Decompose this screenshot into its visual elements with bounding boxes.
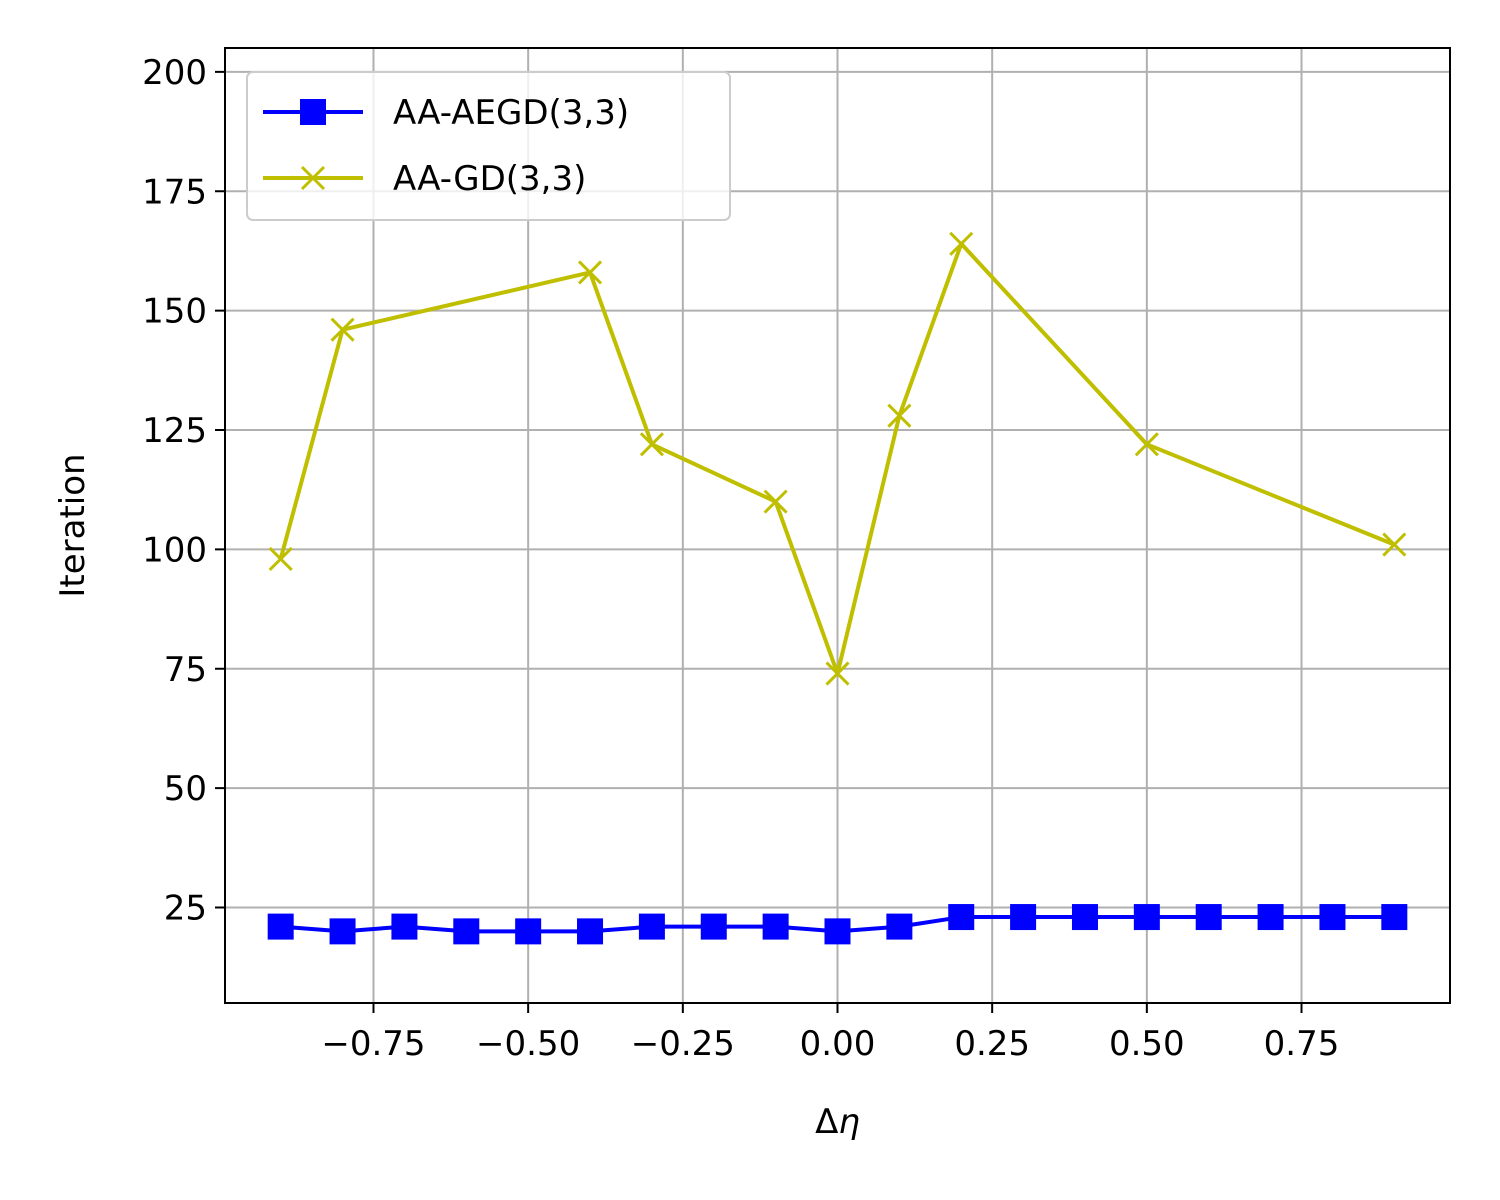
legend: AA-AEGD(3,3) AA-GD(3,3) — [246, 71, 731, 221]
x-tick-label: 0.00 — [800, 1024, 876, 1064]
data-point-square — [948, 904, 975, 931]
data-point-square — [391, 913, 418, 940]
data-point-square — [886, 913, 913, 940]
data-point-square — [700, 913, 727, 940]
series-2 — [268, 231, 1407, 686]
data-point-x-stroke — [887, 403, 912, 428]
x-tick-label: −0.75 — [321, 1024, 425, 1064]
series-line — [278, 241, 1396, 676]
data-point-x — [268, 546, 293, 571]
y-axis: 25 50 75 100 125 150 175 200 — [142, 53, 225, 929]
data-point-square — [1071, 904, 1098, 931]
data-point-x-stroke — [825, 661, 850, 686]
series-layer — [267, 231, 1408, 945]
data-point-x — [330, 317, 355, 342]
data-point-x — [949, 231, 974, 256]
legend-box — [246, 71, 731, 221]
data-point-x-stroke — [763, 489, 788, 514]
data-point-square — [762, 913, 789, 940]
data-point-x — [1134, 432, 1159, 457]
y-tick-label: 25 — [164, 889, 207, 929]
data-point-x-stroke — [639, 432, 664, 457]
y-tick-label: 200 — [142, 53, 207, 93]
data-point-x-stroke — [1382, 532, 1407, 557]
data-point-x — [300, 165, 326, 191]
data-point-square — [515, 918, 542, 945]
x-tick-label: 0.50 — [1109, 1024, 1185, 1064]
data-point-x — [639, 432, 664, 457]
data-point-x — [763, 489, 788, 514]
data-point-x-stroke — [300, 165, 326, 191]
y-tick-label: 75 — [164, 650, 207, 690]
series-1 — [267, 904, 1408, 945]
x-axis: −0.75 −0.50 −0.25 0.00 0.25 0.50 0.75 — [321, 1003, 1339, 1064]
data-point-x-stroke — [949, 231, 974, 256]
data-point-x — [1382, 532, 1407, 557]
legend-item: AA-GD(3,3) — [263, 159, 586, 199]
data-point-x — [887, 403, 912, 428]
x-tick-label: −0.25 — [631, 1024, 735, 1064]
legend-label: AA-GD(3,3) — [393, 159, 586, 199]
y-tick-label: 50 — [164, 769, 207, 809]
data-point-square — [824, 918, 851, 945]
data-point-square — [1257, 904, 1284, 931]
data-point-x — [825, 661, 850, 686]
data-point-square — [577, 918, 604, 945]
x-axis-label-delta: Δ — [815, 1102, 838, 1142]
y-axis-label: Iteration — [53, 453, 93, 597]
data-point-square — [1381, 904, 1408, 931]
legend-item: AA-AEGD(3,3) — [263, 93, 629, 133]
data-point-x-stroke — [1134, 432, 1159, 457]
x-tick-label: 0.75 — [1264, 1024, 1340, 1064]
data-point-square — [1319, 904, 1346, 931]
data-point-x-stroke — [268, 546, 293, 571]
y-tick-label: 150 — [142, 292, 207, 332]
x-tick-label: 0.25 — [954, 1024, 1030, 1064]
data-point-square — [1010, 904, 1037, 931]
data-point-square — [638, 913, 665, 940]
data-point-square — [453, 918, 480, 945]
data-point-square — [1195, 904, 1222, 931]
x-axis-label: Δη — [815, 1102, 860, 1142]
data-point-x — [577, 260, 603, 285]
data-point-x-stroke — [330, 317, 355, 342]
y-tick-label: 100 — [142, 530, 207, 570]
y-tick-label: 125 — [142, 411, 207, 451]
x-axis-label-eta: η — [838, 1102, 860, 1142]
data-point-square — [329, 918, 356, 945]
data-point-square — [300, 99, 326, 125]
data-point-square — [1133, 904, 1160, 931]
x-tick-label: −0.50 — [476, 1024, 580, 1064]
data-point-x-stroke — [577, 260, 603, 285]
y-tick-label: 175 — [142, 172, 207, 212]
data-point-square — [267, 913, 294, 940]
legend-label: AA-AEGD(3,3) — [393, 93, 629, 133]
